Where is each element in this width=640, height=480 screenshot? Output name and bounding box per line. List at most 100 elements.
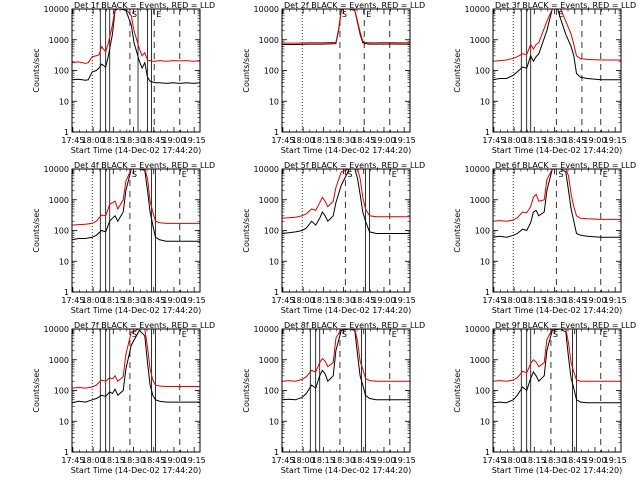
panel-title: Det 7f BLACK = Events, RED = LLD (74, 321, 215, 330)
x-axis-title: Start Time (14-Dec-02 17:44:20) (71, 306, 202, 315)
series-lld-line (72, 9, 200, 64)
y-tick-label: 1000 (470, 36, 490, 45)
panel-title: Det 1f BLACK = Events, RED = LLD (74, 1, 215, 10)
series-lld-line (282, 329, 410, 382)
x-tick-label: 18:30 (543, 296, 566, 305)
x-tick-label: 17:45 (482, 456, 505, 465)
x-tick-label: 18:30 (332, 136, 355, 145)
y-tick-label: 10 (59, 257, 69, 266)
x-tick-label: 17:45 (271, 136, 294, 145)
x-tick-label: 18:45 (563, 296, 586, 305)
x-tick-label: 19:15 (183, 296, 206, 305)
y-tick-label: 1000 (259, 196, 279, 205)
x-tick-label: 18:45 (142, 456, 165, 465)
marker-letter-s: S (132, 170, 137, 179)
x-tick-label: 18:00 (503, 296, 526, 305)
y-tick-label: 100 (264, 67, 279, 76)
x-axis-title: Start Time (14-Dec-02 17:44:20) (71, 146, 202, 155)
series-events-line (72, 9, 200, 84)
series-events-line (282, 329, 410, 401)
marker-letter-e: E (392, 170, 397, 179)
marker-letter-s: S (342, 10, 347, 19)
y-axis-title: Counts/sec (32, 48, 41, 92)
plot-frame (281, 328, 411, 453)
x-tick-label: 18:15 (523, 456, 546, 465)
y-tick-label: 1000 (49, 356, 69, 365)
y-axis-title: Counts/sec (32, 368, 41, 412)
x-tick-label: 17:45 (61, 456, 84, 465)
x-tick-label: 18:45 (352, 456, 375, 465)
panel-1: 1 10 100 1000 10000 17:4518:0018:1518:3018:45… (32, 1, 215, 155)
x-tick-label: 18:30 (332, 456, 355, 465)
y-tick-label: 10000 (254, 5, 279, 14)
x-tick-label: 19:15 (604, 456, 627, 465)
marker-letter-e: E (603, 330, 608, 339)
y-tick-label: 100 (475, 67, 490, 76)
x-tick-label: 18:30 (122, 296, 145, 305)
y-tick-label: 10 (480, 257, 490, 266)
y-axis-title: Counts/sec (242, 368, 251, 412)
series-lld-line (72, 329, 200, 389)
x-tick-label: 19:15 (183, 456, 206, 465)
panel-6: 1 10 100 1000 10000 17:4518:0018:1518:3018:45… (453, 161, 636, 315)
panel-4: 1 10 100 1000 10000 17:4518:0018:1518:3018:45… (32, 161, 215, 315)
x-tick-label: 17:45 (61, 296, 84, 305)
y-tick-label: 100 (475, 227, 490, 236)
marker-letter-e: E (603, 170, 608, 179)
x-tick-label: 18:00 (82, 456, 105, 465)
y-tick-label: 10000 (465, 325, 490, 334)
x-tick-label: 19:00 (372, 136, 395, 145)
x-tick-label: 18:15 (523, 136, 546, 145)
x-tick-label: 18:15 (523, 296, 546, 305)
x-tick-label: 19:15 (393, 136, 416, 145)
x-tick-label: 17:45 (482, 136, 505, 145)
series-events-line (493, 169, 621, 238)
y-axis-title: Counts/sec (453, 368, 462, 412)
y-tick-label: 1 (274, 128, 279, 137)
marker-letter-s: S (132, 10, 137, 19)
y-axis-title: Counts/sec (242, 48, 251, 92)
plot-frame (492, 8, 622, 133)
y-tick-label: 1000 (470, 196, 490, 205)
plot-frame (492, 328, 622, 453)
x-tick-label: 17:45 (271, 456, 294, 465)
x-tick-label: 19:00 (372, 456, 395, 465)
y-tick-label: 100 (264, 387, 279, 396)
y-axis-title: Counts/sec (242, 208, 251, 252)
x-axis-title: Start Time (14-Dec-02 17:44:20) (71, 466, 202, 475)
x-tick-label: 18:00 (503, 456, 526, 465)
marker-letter-e: E (558, 10, 563, 19)
y-tick-label: 10 (269, 97, 279, 106)
marker-letter-s: S (558, 170, 563, 179)
x-tick-label: 18:15 (102, 456, 125, 465)
x-axis-title: Start Time (14-Dec-02 17:44:20) (492, 466, 623, 475)
x-tick-label: 18:30 (543, 136, 566, 145)
y-tick-label: 10 (480, 417, 490, 426)
x-tick-label: 19:00 (583, 296, 606, 305)
y-axis-title: Counts/sec (453, 208, 462, 252)
y-tick-label: 10000 (254, 165, 279, 174)
y-axis-title: Counts/sec (453, 48, 462, 92)
plot-frame (281, 168, 411, 293)
y-tick-label: 1000 (49, 196, 69, 205)
series-lld-line (72, 169, 200, 226)
marker-letter-s: S (347, 170, 352, 179)
series-events-line (72, 169, 200, 242)
y-tick-label: 10000 (254, 325, 279, 334)
y-tick-label: 10000 (465, 5, 490, 14)
x-tick-label: 19:15 (604, 296, 627, 305)
x-tick-label: 18:45 (142, 296, 165, 305)
y-tick-label: 1 (64, 128, 69, 137)
x-axis-title: Start Time (14-Dec-02 17:44:20) (281, 306, 412, 315)
x-tick-label: 18:00 (82, 136, 105, 145)
series-events-line (493, 329, 621, 404)
x-tick-label: 18:00 (82, 296, 105, 305)
panel-title: Det 5f BLACK = Events, RED = LLD (284, 161, 425, 170)
y-tick-label: 1 (485, 288, 490, 297)
x-tick-label: 18:30 (122, 136, 145, 145)
series-events-line (72, 329, 200, 404)
x-tick-label: 18:15 (102, 296, 125, 305)
x-axis-title: Start Time (14-Dec-02 17:44:20) (492, 306, 623, 315)
x-axis-title: Start Time (14-Dec-02 17:44:20) (492, 146, 623, 155)
plot-frame (71, 168, 201, 293)
